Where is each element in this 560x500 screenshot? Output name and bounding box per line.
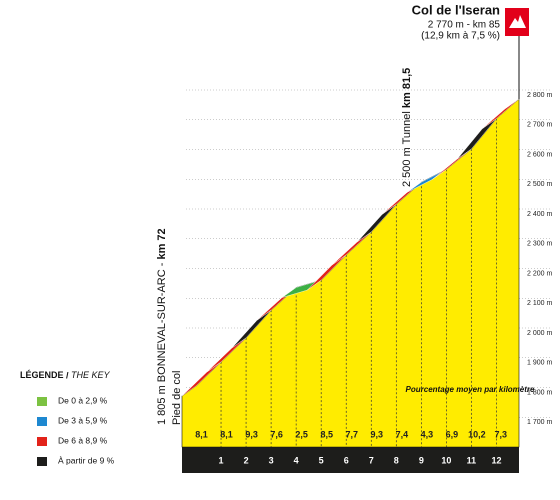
x-tick-label: 12 — [491, 455, 501, 465]
gradient-label: 7,6 — [270, 429, 283, 439]
chart-title: Col de l'Iseran — [412, 2, 500, 17]
y-tick-label: 2 500 m — [527, 181, 552, 188]
plot: 1 700 m 1 800 m 1 900 m 2 000 m 2 100 m 2 200… — [181, 89, 552, 473]
gradient-label: 9,3 — [371, 429, 384, 439]
legend-swatch — [37, 437, 47, 446]
x-tick-label: 8 — [394, 455, 399, 465]
y-tick-label: 1 900 m — [527, 360, 552, 367]
flag-icon — [509, 15, 526, 28]
gradient-label: 2,5 — [295, 429, 308, 439]
legend-swatch — [37, 417, 47, 426]
y-tick-label: 2 600 m — [527, 151, 552, 158]
gradient-label: 8,1 — [220, 429, 233, 439]
summit-detail: (12,9 km à 7,5 %) — [421, 31, 500, 42]
gradient-label: 7,7 — [345, 429, 358, 439]
base — [182, 447, 519, 473]
y-tick-label: 2 000 m — [527, 330, 552, 337]
legend-label: À partir de 9 % — [58, 455, 115, 465]
x-tick-label: 2 — [244, 455, 249, 465]
start-annotation: 1 805 m BONNEVAL-SUR-ARC - km 72 — [156, 228, 168, 425]
start-km: km 72 — [156, 228, 168, 259]
x-tick-label: 4 — [294, 455, 299, 465]
y-tick-label: 2 300 m — [527, 241, 552, 248]
y-tick-label: 2 800 m — [527, 92, 552, 99]
start-note: Pied de col — [171, 371, 183, 425]
y-tick-label: 1 800 m — [527, 389, 552, 396]
y-tick-label: 2 200 m — [527, 270, 552, 277]
y-tick-label: 1 700 m — [527, 419, 552, 426]
x-tick-label: 11 — [467, 455, 477, 465]
gradient-label: 10,2 — [468, 429, 486, 439]
legend-swatch — [37, 457, 47, 466]
y-tick-label: 2 400 m — [527, 211, 552, 218]
gradient-label: 7,4 — [396, 429, 409, 439]
legend-label: De 6 à 8,9 % — [58, 435, 108, 445]
tunnel-annotation: 2 500 m Tunnel km 81,5 — [401, 68, 413, 187]
y-tick-label: 2 100 m — [527, 300, 552, 307]
x-tick-label: 9 — [419, 455, 424, 465]
legend-title-fr: LÉGENDE — [20, 370, 64, 380]
x-tick-label: 1 — [219, 455, 224, 465]
tunnel-km: km 81,5 — [401, 68, 413, 108]
legend-swatch — [37, 397, 47, 406]
legend-title: LÉGENDE / THE KEY — [20, 370, 111, 380]
x-tick-label: 7 — [369, 455, 374, 465]
x-tick-label: 6 — [344, 455, 349, 465]
gradient-label: 4,3 — [421, 429, 434, 439]
gradient-label: 8,1 — [195, 429, 208, 439]
legend-title-en: THE KEY — [71, 370, 111, 380]
subtitle: Pourcentage moyen par kilomètre — [406, 385, 535, 394]
x-tick-label: 10 — [441, 455, 451, 465]
y-tick-label: 2 700 m — [527, 122, 552, 129]
tunnel-text: 2 500 m Tunnel — [401, 111, 413, 187]
summit-info: 2 770 m - km 85 — [428, 20, 501, 31]
legend-label: De 0 à 2,9 % — [58, 395, 108, 405]
gradient-label: 7,3 — [494, 429, 507, 439]
start-text: 1 805 m BONNEVAL-SUR-ARC - — [156, 262, 168, 425]
gradient-label: 9,3 — [245, 429, 258, 439]
legend: De 0 à 2,9 % De 3 à 5,9 % De 6 à 8,9 % À pa… — [37, 395, 115, 466]
gradient-label: 6,9 — [446, 429, 459, 439]
x-tick-label: 5 — [319, 455, 324, 465]
gradient-label: 8,5 — [320, 429, 333, 439]
x-tick-label: 3 — [269, 455, 274, 465]
legend-label: De 3 à 5,9 % — [58, 415, 108, 425]
